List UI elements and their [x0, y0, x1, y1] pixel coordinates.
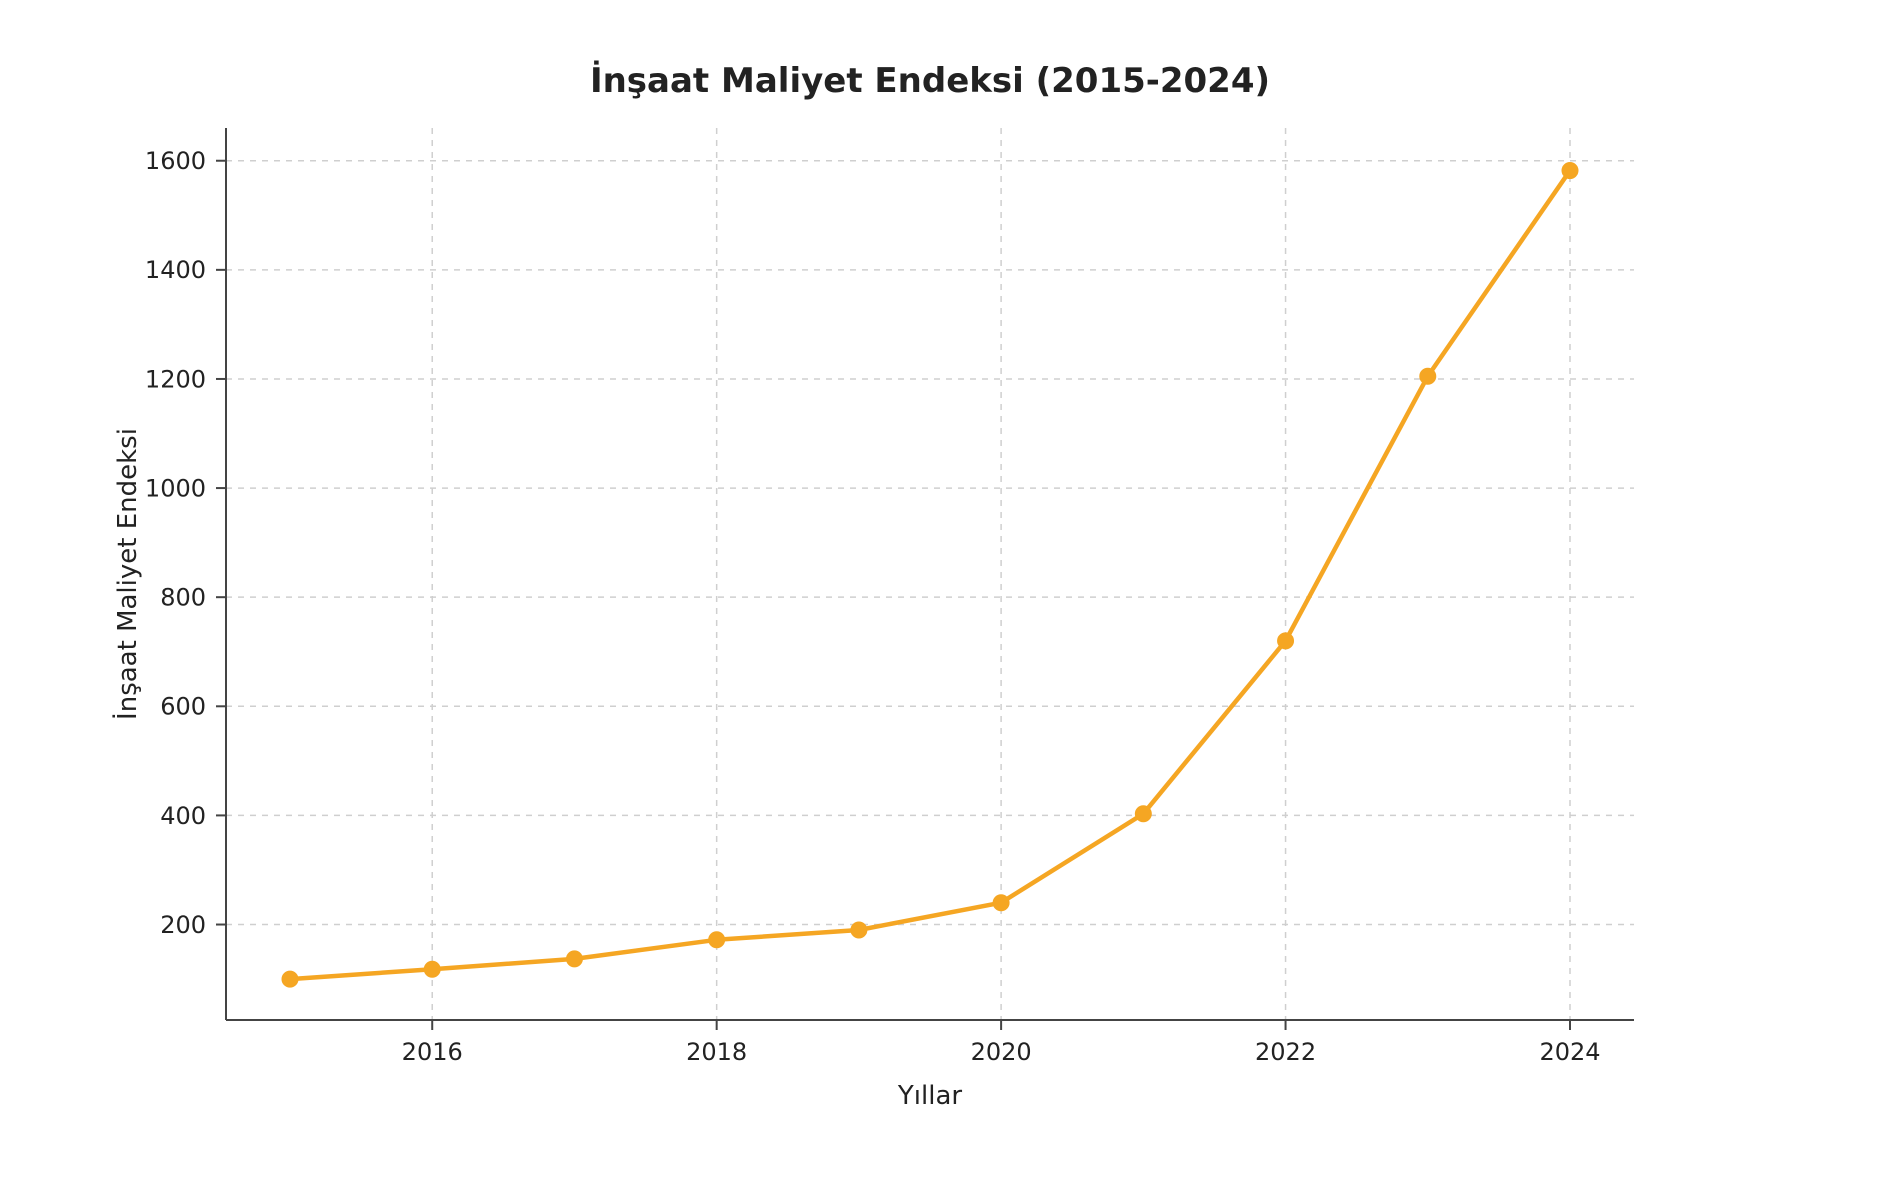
- data-marker: [993, 895, 1009, 911]
- y-tick-label: 1200: [145, 365, 206, 393]
- x-tick-label: 2016: [402, 1038, 463, 1066]
- y-tick-label: 400: [160, 802, 206, 830]
- x-tick-label: 2022: [1255, 1038, 1316, 1066]
- data-marker: [851, 922, 867, 938]
- data-marker: [282, 971, 298, 987]
- line-chart: 2016 2018 2020 2022 2024 200 400 600 800 1000 1200…: [0, 0, 1900, 1189]
- y-tick-label: 1000: [145, 474, 206, 502]
- x-tick-label: 2018: [686, 1038, 747, 1066]
- data-marker: [424, 961, 440, 977]
- data-marker: [1135, 806, 1151, 822]
- x-axis-label-text: Yıllar: [897, 1081, 962, 1111]
- data-marker: [1278, 633, 1294, 649]
- chart-title-text: İnşaat Maliyet Endeksi (2015-2024): [590, 60, 1270, 101]
- data-marker: [1562, 163, 1578, 179]
- chart-container: 2016 2018 2020 2022 2024 200 400 600 800 1000 1200…: [0, 0, 1900, 1189]
- data-marker: [566, 951, 582, 967]
- y-tick-label: 200: [160, 911, 206, 939]
- y-tick-label: 800: [160, 584, 206, 612]
- x-tick-label: 2024: [1539, 1038, 1600, 1066]
- y-tick-label: 1400: [145, 256, 206, 284]
- data-marker: [1420, 368, 1436, 384]
- y-axis-label-text: İnşaat Maliyet Endeksi: [111, 428, 143, 720]
- y-tick-label: 1600: [145, 147, 206, 175]
- data-marker: [709, 932, 725, 948]
- y-tick-label: 600: [160, 693, 206, 721]
- x-tick-label: 2020: [971, 1038, 1032, 1066]
